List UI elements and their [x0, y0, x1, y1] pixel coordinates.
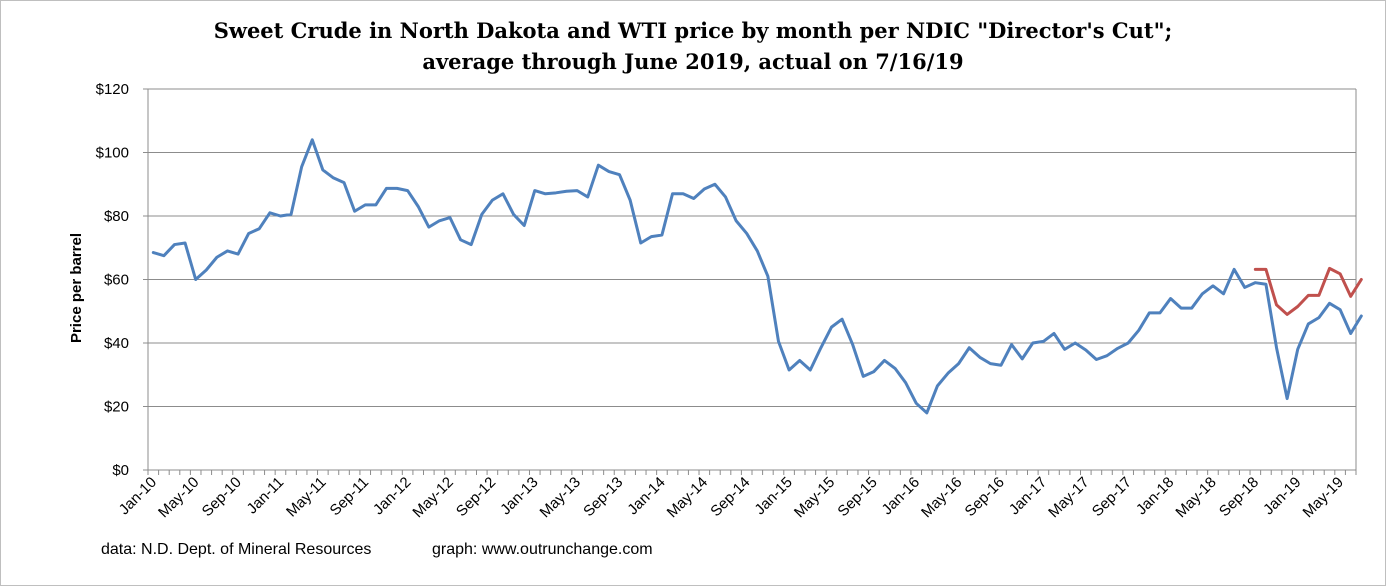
y-tick-labels: $0 $20 $40 $60 $80 $100 $120 [96, 81, 129, 479]
y-tick-label: $60 [104, 272, 129, 289]
x-tick-label: May-19 [1300, 474, 1347, 521]
x-tick-label: May-10 [155, 474, 202, 521]
y-tick-label: $80 [104, 208, 129, 225]
x-tick-label: Jan-18 [1133, 474, 1177, 518]
x-tick-label: Sep-16 [962, 474, 1008, 520]
x-tick-label: Sep-17 [1089, 474, 1135, 520]
x-tick-labels: Jan-10May-10Sep-10Jan-11May-11Sep-11Jan-… [116, 474, 1347, 521]
graph-credit: graph: www.outrunchange.com [432, 541, 653, 558]
x-tick-label: May-18 [1172, 474, 1219, 521]
x-tick-label: May-13 [537, 474, 584, 521]
x-tick-label: May-11 [283, 474, 330, 521]
x-tick-label: May-15 [791, 474, 838, 521]
y-tick-label: $120 [96, 81, 129, 98]
x-tick-label: Sep-11 [327, 474, 372, 519]
chart-title: Sweet Crude in North Dakota and WTI pric… [213, 18, 1173, 43]
y-tick-label: $20 [104, 399, 129, 416]
y-tick-label: $40 [104, 335, 129, 352]
x-tick-label: Jan-12 [370, 474, 414, 518]
x-tick-label: May-16 [918, 474, 965, 521]
x-tick-label: May-17 [1045, 474, 1092, 521]
x-tick-label: May-12 [409, 474, 456, 521]
x-tick-label: Jan-13 [497, 474, 541, 518]
y-tick-label: $100 [96, 145, 129, 162]
axes [143, 88, 1357, 475]
y-axis-label: Price per barrel [68, 233, 85, 343]
series-line-1 [151, 138, 1363, 415]
x-tick-label: Sep-14 [707, 474, 753, 520]
chart-subtitle: average through June 2019, actual on 7/1… [422, 49, 964, 74]
x-tick-label: Sep-10 [199, 474, 245, 520]
x-tick-label: Jan-15 [751, 474, 795, 518]
x-tick-label: Sep-12 [453, 474, 499, 520]
x-tick-label: Sep-15 [834, 474, 880, 520]
x-tick-label: Jan-17 [1006, 474, 1050, 518]
y-tick-label: $0 [112, 462, 129, 479]
x-tick-label: Jan-11 [244, 474, 288, 518]
series-lines [151, 138, 1363, 415]
x-tick-label: Sep-18 [1216, 474, 1262, 520]
x-tick-label: Jan-16 [879, 474, 923, 518]
x-tick-label: Jan-19 [1260, 474, 1304, 518]
x-tick-label: May-14 [664, 474, 711, 521]
series-line-2 [1253, 266, 1363, 316]
x-tick-label: Jan-10 [116, 474, 160, 518]
x-tick-label: Sep-13 [580, 474, 626, 520]
x-tick-label: Jan-14 [624, 474, 668, 518]
data-source-note: data: N.D. Dept. of Mineral Resources [101, 541, 372, 558]
gridlines [148, 88, 1356, 407]
